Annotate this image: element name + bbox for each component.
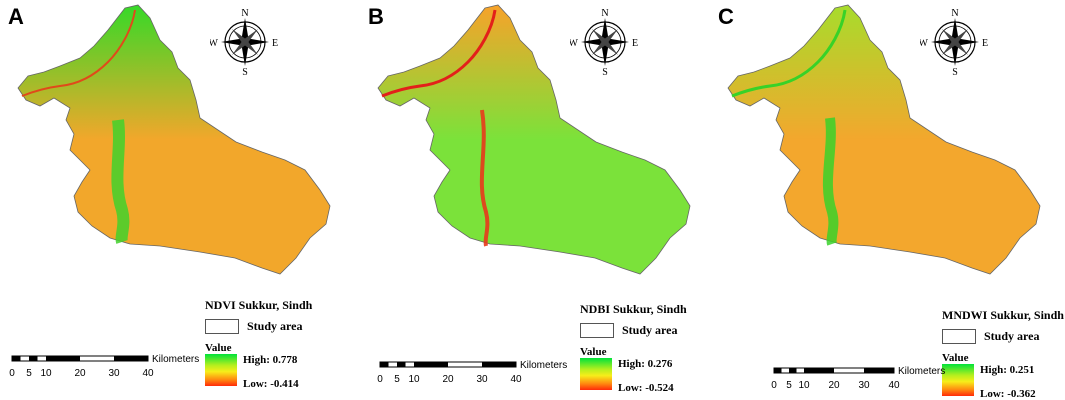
scale-tick: 30 xyxy=(858,380,870,391)
panel-letter: B xyxy=(368,4,384,29)
scale-bar: Kilometers 0 5 10 20 30 40 xyxy=(771,366,945,391)
study-area-swatch xyxy=(205,319,239,334)
study-area-row: Study area xyxy=(205,319,312,334)
study-area-row: Study area xyxy=(942,329,1064,344)
river xyxy=(381,9,497,98)
legend-title: NDBI Sukkur, Sindh xyxy=(580,302,687,316)
study-area-row: Study area xyxy=(580,323,687,338)
legend: MNDWI Sukkur, Sindh Study area Value Hig… xyxy=(942,308,1064,400)
color-ramp-row: High: 0.276 Low: -0.524 xyxy=(580,358,687,394)
ramp-labels: High: 0.778 Low: -0.414 xyxy=(243,354,299,390)
color-ramp xyxy=(942,364,974,396)
scale-tick: 20 xyxy=(442,374,454,385)
scale-tick: 5 xyxy=(786,380,792,391)
scale-bar: Kilometers 0 5 10 20 30 40 xyxy=(9,354,199,379)
scale-tick: 20 xyxy=(828,380,840,391)
high-value: High: 0.778 xyxy=(243,354,298,366)
legend: NDBI Sukkur, Sindh Study area Value High… xyxy=(580,302,687,394)
value-label: Value xyxy=(942,352,969,364)
ramp-labels: High: 0.276 Low: -0.524 xyxy=(618,358,674,394)
panel-letter: C xyxy=(718,4,734,29)
panel-letter: A xyxy=(8,4,24,29)
scale-tick: 40 xyxy=(142,368,154,379)
low-value: Low: -0.524 xyxy=(618,382,674,394)
legend: NDVI Sukkur, Sindh Study area Value High… xyxy=(205,298,312,390)
color-ramp-row: High: 0.251 Low: -0.362 xyxy=(942,364,1064,400)
study-area-swatch xyxy=(942,329,976,344)
urban-strip xyxy=(479,109,490,247)
scale-unit: Kilometers xyxy=(898,366,945,377)
compass-n: N xyxy=(951,8,958,19)
scale-tick: 0 xyxy=(771,380,777,391)
map-ndbi xyxy=(377,4,691,275)
scale-tick: 10 xyxy=(40,368,52,379)
value-label: Value xyxy=(205,342,232,354)
district-shape xyxy=(17,4,331,275)
compass-icon: N S E W xyxy=(210,8,278,76)
color-ramp xyxy=(205,354,237,386)
scale-tick: 30 xyxy=(108,368,120,379)
low-value: Low: -0.414 xyxy=(243,378,299,390)
panel-b: B N S E W NDBI Sukkur, Sindh Study area … xyxy=(360,0,715,400)
color-ramp xyxy=(580,358,612,390)
scale-unit: Kilometers xyxy=(152,354,199,365)
compass-s: S xyxy=(242,67,248,76)
scale-tick: 0 xyxy=(9,368,15,379)
compass-n: N xyxy=(601,8,608,19)
compass-s: S xyxy=(952,67,958,76)
scale-tick: 40 xyxy=(510,374,522,385)
scale-tick: 0 xyxy=(377,374,383,385)
high-value: High: 0.276 xyxy=(618,358,673,370)
scale-tick: 10 xyxy=(408,374,420,385)
study-area-label: Study area xyxy=(622,323,678,337)
study-area-label: Study area xyxy=(984,329,1040,343)
color-ramp-row: High: 0.778 Low: -0.414 xyxy=(205,354,312,390)
green-strip xyxy=(111,119,130,244)
panel-a: A N S E W NDVI Sukkur, Sindh Study area … xyxy=(0,0,355,400)
compass-e: E xyxy=(982,38,988,49)
scale-tick: 5 xyxy=(26,368,32,379)
study-area-swatch xyxy=(580,323,614,338)
compass-e: E xyxy=(272,38,278,49)
green-strip xyxy=(822,117,839,246)
study-area-label: Study area xyxy=(247,319,303,333)
scale-tick: 30 xyxy=(476,374,488,385)
high-value: High: 0.251 xyxy=(980,364,1035,376)
scale-bar: Kilometers 0 5 10 20 30 40 xyxy=(377,360,567,385)
compass-n: N xyxy=(241,8,248,19)
district-shape xyxy=(727,4,1041,275)
panel-c: C N S E W MNDWI Sukkur, Sindh Study area… xyxy=(710,0,1065,400)
compass-w: W xyxy=(210,38,219,49)
value-label: Value xyxy=(580,346,607,358)
compass-icon: N S E W xyxy=(570,8,638,76)
ramp-labels: High: 0.251 Low: -0.362 xyxy=(980,364,1036,400)
compass-s: S xyxy=(602,67,608,76)
scale-tick: 20 xyxy=(74,368,86,379)
river xyxy=(21,9,136,97)
compass-w: W xyxy=(570,38,579,49)
map-ndvi xyxy=(17,4,331,275)
legend-title: NDVI Sukkur, Sindh xyxy=(205,298,313,312)
low-value: Low: -0.362 xyxy=(980,388,1036,400)
map-mndwi xyxy=(727,4,1041,275)
scale-tick: 10 xyxy=(798,380,810,391)
scale-tick: 40 xyxy=(888,380,900,391)
river xyxy=(731,9,847,98)
district-shape xyxy=(377,4,691,275)
scale-tick: 5 xyxy=(394,374,400,385)
compass-icon: N S E W xyxy=(920,8,988,76)
scale-unit: Kilometers xyxy=(520,360,567,371)
compass-e: E xyxy=(632,38,638,49)
compass-w: W xyxy=(920,38,929,49)
legend-title: MNDWI Sukkur, Sindh xyxy=(942,308,1064,322)
